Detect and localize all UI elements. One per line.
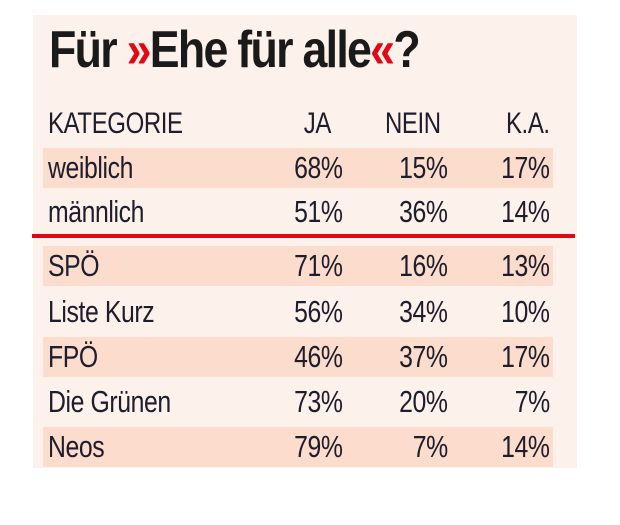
title-text-post: ? [393,21,420,79]
table-row: FPÖ 46% 37% 17% [43,337,553,377]
row-category: weiblich [48,150,134,185]
row-ka: 17% [501,339,551,374]
row-ja: 71% [294,248,344,283]
table-row: weiblich 68% 15% 17% [43,148,553,188]
table-row: Die Grünen 73% 20% 7% [43,382,553,422]
poll-panel [33,15,577,468]
row-ja: 51% [294,194,344,229]
table-row: Neos 79% 7% 14% [43,427,553,467]
header-nein: NEIN [385,107,441,140]
row-ka: 13% [501,248,551,283]
title-text-pre: Für [49,21,127,79]
table-header: KATEGORIE JA NEIN K.A. [43,104,553,144]
row-ka: 7% [514,384,550,419]
table-row: männlich 51% 36% 14% [43,192,553,232]
row-nein: 7% [412,429,448,464]
row-category: Neos [48,429,105,464]
poll-title: Für »Ehe für alle«? [49,20,421,80]
row-ka: 14% [501,194,551,229]
row-ja: 68% [294,150,344,185]
row-nein: 34% [399,294,449,329]
row-ja: 79% [294,429,344,464]
row-category: SPÖ [48,248,100,283]
row-ja: 73% [294,384,344,419]
title-open-quote: » [126,21,152,79]
header-ka: K.A. [506,107,550,140]
row-category: Die Grünen [48,384,171,419]
row-nein: 20% [399,384,449,419]
section-divider [32,234,575,238]
row-ka: 14% [501,429,551,464]
table-row: SPÖ 71% 16% 13% [43,246,553,286]
row-ka: 10% [501,294,551,329]
row-nein: 36% [399,194,449,229]
row-category: männlich [48,194,145,229]
header-kategorie: KATEGORIE [48,107,183,140]
row-ja: 56% [294,294,344,329]
title-text-main: Ehe für alle [149,21,372,79]
row-ka: 17% [501,150,551,185]
row-category: FPÖ [48,339,98,374]
row-nein: 15% [399,150,449,185]
row-nein: 37% [399,339,449,374]
header-ja: JA [303,107,332,140]
table-row: Liste Kurz 56% 34% 10% [43,292,553,332]
row-category: Liste Kurz [48,294,155,329]
row-ja: 46% [294,339,344,374]
title-close-quote: « [370,21,395,79]
row-nein: 16% [399,248,449,283]
